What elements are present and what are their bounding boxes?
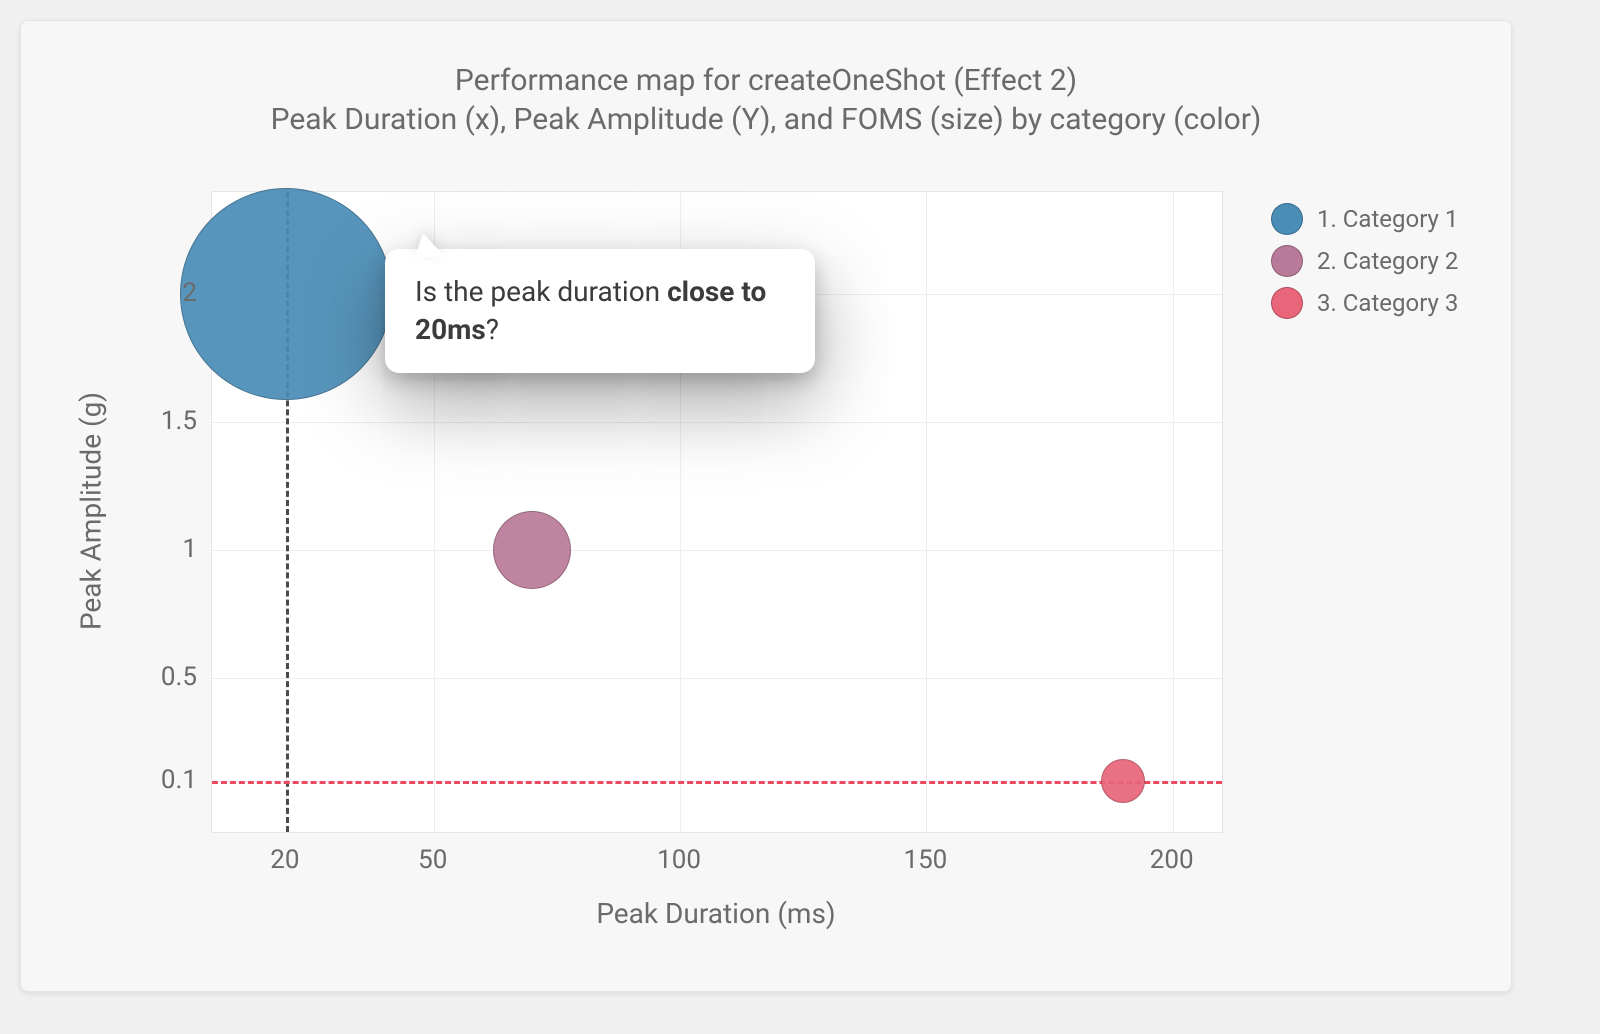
legend-marker-icon — [1271, 245, 1303, 277]
data-point-3[interactable] — [1101, 759, 1145, 803]
data-point-1[interactable] — [180, 188, 392, 400]
chart-title-line1: Performance map for createOneShot (Effec… — [455, 63, 1077, 98]
x-tick-label: 50 — [418, 845, 447, 875]
gridline-horizontal — [212, 678, 1222, 679]
reference-line-horizontal — [212, 781, 1222, 784]
y-tick-label: 2 — [141, 278, 197, 308]
legend-item-2[interactable]: 2. Category 2 — [1271, 245, 1458, 277]
x-tick-label: 150 — [903, 845, 947, 875]
chart-title-line2: Peak Duration (x), Peak Amplitude (Y), a… — [271, 102, 1262, 137]
y-tick-label: 1.5 — [141, 406, 197, 436]
y-tick-label: 0.5 — [141, 662, 197, 692]
chart-card: Performance map for createOneShot (Effec… — [20, 20, 1512, 992]
y-tick-label: 0.1 — [141, 765, 197, 795]
data-point-2[interactable] — [493, 511, 571, 589]
legend-label: 1. Category 1 — [1317, 205, 1458, 233]
chart-title: Performance map for createOneShot (Effec… — [21, 61, 1511, 139]
y-axis-label: Peak Amplitude (g) — [75, 392, 108, 630]
gridline-horizontal — [212, 422, 1222, 423]
legend-marker-icon — [1271, 203, 1303, 235]
callout-text-tail: ? — [486, 313, 499, 346]
legend-item-3[interactable]: 3. Category 3 — [1271, 287, 1458, 319]
callout-text-plain: Is the peak duration — [415, 275, 667, 308]
x-axis-label: Peak Duration (ms) — [596, 897, 835, 930]
callout-tail — [415, 233, 445, 257]
legend-item-1[interactable]: 1. Category 1 — [1271, 203, 1458, 235]
gridline-vertical — [1173, 192, 1174, 832]
x-tick-label: 20 — [270, 845, 299, 875]
legend-label: 2. Category 2 — [1317, 247, 1458, 275]
callout-bubble: Is the peak duration close to 20ms? — [385, 249, 815, 373]
legend-marker-icon — [1271, 287, 1303, 319]
y-tick-label: 1 — [141, 534, 197, 564]
legend-label: 3. Category 3 — [1317, 289, 1458, 317]
x-tick-label: 200 — [1150, 845, 1194, 875]
gridline-vertical — [926, 192, 927, 832]
x-tick-label: 100 — [657, 845, 701, 875]
gridline-horizontal — [212, 550, 1222, 551]
